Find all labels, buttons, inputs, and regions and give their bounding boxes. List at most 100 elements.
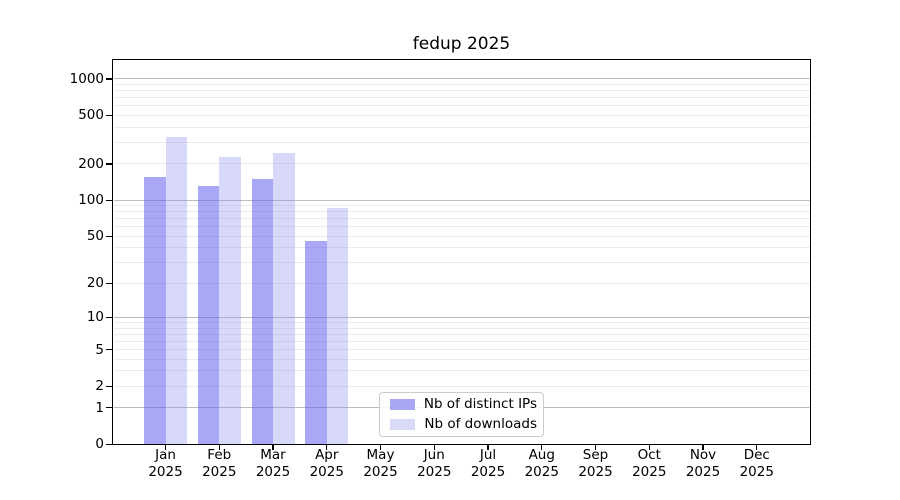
y-tick-mark bbox=[106, 199, 113, 201]
y-tick-label: 20 bbox=[86, 275, 104, 292]
legend-label-downloads: Nb of downloads bbox=[424, 416, 537, 432]
minor-gridline bbox=[113, 90, 810, 92]
minor-gridline bbox=[113, 358, 810, 360]
x-tick-mark bbox=[164, 445, 167, 451]
y-tick-label: 2 bbox=[95, 378, 104, 395]
x-tick-year: 2025 bbox=[470, 463, 506, 480]
legend-swatch-distinct-ips bbox=[390, 399, 415, 410]
y-tick-label: 500 bbox=[78, 107, 104, 124]
right-spine bbox=[809, 58, 812, 446]
x-tick-label-nov: Nov 2025 bbox=[668, 447, 738, 480]
x-tick-mark bbox=[433, 445, 435, 451]
x-tick-mark bbox=[379, 445, 382, 451]
y-tick-label: 100 bbox=[78, 192, 104, 209]
y-tick-mark bbox=[106, 78, 113, 80]
legend-row-distinct-ips: Nb of distinct IPs bbox=[386, 396, 537, 413]
y-tick-mark bbox=[106, 349, 113, 351]
x-tick-year: 2025 bbox=[417, 463, 452, 480]
bar-distinct-ips-feb bbox=[197, 186, 220, 444]
minor-gridline bbox=[113, 114, 810, 116]
x-tick-year: 2025 bbox=[524, 463, 559, 480]
chart-title: fedup 2025 bbox=[412, 34, 511, 54]
minor-gridline bbox=[113, 327, 810, 329]
x-tick-year: 2025 bbox=[148, 463, 183, 480]
bar-distinct-ips-apr bbox=[305, 241, 327, 444]
legend-swatch-downloads bbox=[390, 419, 416, 430]
minor-gridline bbox=[113, 141, 810, 143]
y-tick-label: 0 bbox=[95, 436, 104, 453]
left-spine bbox=[112, 58, 114, 446]
y-tick-mark bbox=[106, 235, 113, 238]
x-tick-year: 2025 bbox=[255, 463, 291, 480]
x-tick-label-mar: Mar 2025 bbox=[238, 447, 308, 480]
minor-gridline bbox=[113, 340, 810, 342]
x-tick-mark bbox=[218, 445, 220, 451]
x-tick-mark bbox=[648, 445, 650, 451]
x-tick-label-oct: Oct 2025 bbox=[614, 447, 684, 480]
minor-gridline bbox=[113, 322, 810, 323]
minor-gridline bbox=[113, 247, 810, 249]
x-tick-label-jul: Jul 2025 bbox=[453, 447, 523, 480]
x-tick-mark bbox=[487, 445, 489, 451]
minor-gridline bbox=[113, 97, 810, 99]
minor-gridline bbox=[113, 83, 810, 85]
x-tick-mark bbox=[702, 445, 704, 451]
x-tick-year: 2025 bbox=[578, 463, 613, 480]
x-tick-year: 2025 bbox=[685, 463, 721, 480]
y-tick-label: 1000 bbox=[69, 70, 104, 87]
bar-downloads-feb bbox=[219, 157, 241, 444]
minor-gridline bbox=[113, 105, 810, 107]
minor-gridline bbox=[113, 205, 810, 207]
minor-gridline bbox=[113, 226, 810, 228]
minor-gridline bbox=[113, 349, 810, 351]
minor-gridline bbox=[113, 211, 810, 213]
minor-gridline bbox=[113, 370, 810, 372]
legend-label-distinct-ips: Nb of distinct IPs bbox=[423, 396, 537, 412]
major-gridline bbox=[113, 78, 810, 80]
y-tick-mark bbox=[106, 163, 113, 165]
minor-gridline bbox=[113, 385, 810, 387]
minor-gridline bbox=[113, 163, 810, 165]
x-tick-year: 2025 bbox=[739, 463, 774, 480]
x-tick-label-dec: Dec 2025 bbox=[722, 447, 792, 480]
bottom-spine bbox=[112, 443, 812, 446]
x-tick-year: 2025 bbox=[202, 463, 237, 480]
y-tick-label: 1 bbox=[95, 399, 104, 416]
y-tick-mark bbox=[106, 282, 113, 285]
y-tick-mark bbox=[106, 385, 113, 387]
minor-gridline bbox=[113, 333, 810, 335]
x-tick-mark bbox=[594, 445, 597, 451]
x-tick-label-jan: Jan 2025 bbox=[131, 447, 201, 480]
x-tick-label-feb: Feb 2025 bbox=[184, 447, 254, 480]
y-tick-mark bbox=[106, 443, 113, 446]
bar-distinct-ips-mar bbox=[251, 179, 273, 444]
minor-gridline bbox=[113, 235, 810, 237]
bar-downloads-mar bbox=[273, 152, 295, 444]
x-tick-year: 2025 bbox=[363, 463, 398, 480]
x-tick-mark bbox=[541, 445, 543, 451]
x-tick-mark bbox=[756, 445, 758, 451]
x-tick-mark bbox=[326, 445, 328, 451]
y-tick-mark bbox=[106, 407, 113, 409]
bar-downloads-apr bbox=[326, 208, 349, 444]
x-tick-mark bbox=[272, 445, 274, 451]
x-tick-year: 2025 bbox=[632, 463, 667, 480]
x-tick-label-apr: Apr 2025 bbox=[292, 447, 362, 480]
y-tick-label: 5 bbox=[95, 341, 104, 358]
x-tick-label-jun: Jun 2025 bbox=[399, 447, 469, 480]
top-spine bbox=[112, 58, 812, 61]
bar-distinct-ips-jan bbox=[144, 177, 166, 444]
minor-gridline bbox=[113, 282, 810, 284]
bar-downloads-jan bbox=[165, 137, 187, 444]
minor-gridline bbox=[113, 218, 810, 220]
x-tick-label-aug: Aug 2025 bbox=[507, 447, 577, 480]
y-tick-mark bbox=[106, 316, 113, 319]
y-tick-label: 200 bbox=[78, 155, 104, 172]
major-gridline bbox=[113, 199, 810, 201]
y-tick-label: 10 bbox=[86, 309, 104, 326]
minor-gridline bbox=[113, 126, 810, 128]
y-tick-label: 50 bbox=[86, 228, 104, 245]
x-tick-label-may: May 2025 bbox=[346, 447, 416, 480]
y-tick-mark bbox=[106, 114, 113, 117]
